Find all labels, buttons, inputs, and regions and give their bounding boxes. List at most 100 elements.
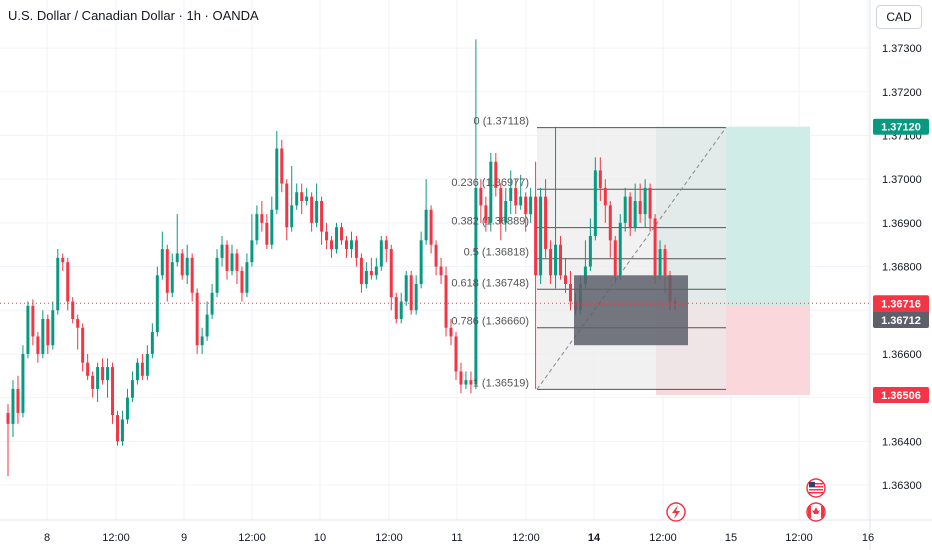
candle-body (140, 362, 144, 376)
candle-body (613, 240, 617, 276)
time-tick-label: 14 (588, 532, 601, 544)
candle-body (51, 310, 55, 346)
symbol-title: U.S. Dollar / Canadian Dollar · 1h · OAN… (8, 8, 259, 23)
candle-body (409, 275, 413, 311)
fib-retracement (536, 127, 727, 390)
candle-body (96, 367, 100, 389)
candle-body (653, 218, 657, 276)
candle-body (230, 253, 234, 271)
candle-body (235, 253, 239, 271)
price-tick-label: 1.36900 (882, 218, 922, 230)
candle-body (384, 240, 388, 250)
candle-body (389, 249, 393, 298)
canada-flag-icon-leaf (812, 507, 820, 514)
price-tick-label: 1.37000 (882, 174, 922, 186)
candle-body (101, 367, 105, 381)
price-label-target (873, 118, 929, 135)
candle-body (290, 205, 294, 228)
candle-body (449, 327, 453, 337)
candle-body (310, 196, 314, 223)
candle-body (265, 222, 269, 245)
candle-body (116, 415, 120, 442)
candle-body (638, 201, 642, 215)
time-tick-label: 15 (725, 532, 737, 544)
candle-body (499, 187, 503, 223)
candle-body (459, 371, 463, 385)
candle-body (111, 367, 115, 416)
candle-body (559, 244, 563, 276)
candle-body (359, 257, 363, 285)
candle-body (593, 170, 597, 236)
candle-body (414, 284, 418, 311)
candle-body (285, 183, 289, 228)
price-tick-label: 1.36300 (882, 480, 922, 492)
candle-body (464, 380, 468, 385)
candle-body (424, 209, 428, 241)
fib-level-label: 0.382 (1.36889) (451, 216, 529, 228)
candle-body (335, 227, 339, 250)
candle-body (270, 209, 274, 245)
time-tick-label: 12:00 (238, 532, 266, 544)
candle-body (190, 257, 194, 293)
candle-body (474, 187, 478, 385)
candle-body (404, 275, 408, 302)
time-tick-label: 12:00 (785, 532, 813, 544)
us-flag-icon (806, 478, 826, 498)
candle-body (628, 196, 632, 228)
fib-level-label: 0.5 (1.36818) (464, 247, 529, 259)
fib-labels: 0 (1.37118) 0.236 (1.36977) 0.382 (1.36889… (451, 116, 529, 390)
candle-body (598, 170, 602, 188)
candle-body (374, 266, 378, 276)
currency-button[interactable]: CAD (876, 5, 922, 29)
price-label-text: 1.36506 (881, 390, 921, 402)
candle-body (280, 148, 284, 184)
fib-trend-line (536, 127, 727, 390)
candle-body (300, 192, 304, 202)
candle-body (519, 196, 523, 206)
candle-body (160, 249, 164, 276)
price-tick-label: 1.37300 (882, 43, 922, 55)
candle-body (185, 257, 189, 276)
time-tick-label: 9 (181, 532, 187, 544)
candle-body (21, 353, 25, 413)
us-flag-icon-stripe (809, 483, 823, 485)
candle-body (439, 266, 443, 276)
candle-body (180, 253, 184, 276)
candle-body (504, 201, 508, 223)
candle-body (305, 196, 309, 202)
candle-body (195, 292, 199, 346)
candle-body (250, 240, 254, 263)
us-flag-icon-stripe (809, 492, 823, 494)
price-label-text: 1.36716 (881, 298, 921, 310)
candle-body (489, 161, 493, 223)
lightning-event-icon-bolt (672, 505, 680, 519)
grid (0, 0, 870, 520)
candle-body (623, 196, 627, 223)
candle-body (120, 419, 124, 442)
candle-body (429, 209, 433, 245)
candle-body (419, 240, 423, 285)
time-tick-label: 12:00 (102, 532, 130, 544)
price-axis-ticks: 1.373001.372001.371001.370001.369001.368… (882, 43, 922, 492)
candle-body (26, 305, 30, 354)
candle-body (66, 262, 70, 302)
canada-flag-icon (806, 502, 826, 522)
candle-body (315, 201, 319, 223)
candle-body (106, 367, 110, 381)
candle-body (46, 318, 50, 346)
candle-body (225, 244, 229, 271)
candle-body (588, 235, 592, 267)
fib-level-label: 0.786 (1.36660) (451, 316, 529, 328)
candle-body (658, 249, 662, 276)
fib-level-label: 1 (1.36519) (473, 377, 529, 389)
candle-body (484, 205, 488, 223)
us-flag-icon-stripe (809, 489, 823, 491)
fib-level-label: 0.236 (1.36977) (451, 177, 529, 189)
candle-body (494, 161, 498, 188)
candle-body (320, 201, 324, 232)
candle-body (529, 196, 533, 215)
candle-body (11, 388, 15, 424)
